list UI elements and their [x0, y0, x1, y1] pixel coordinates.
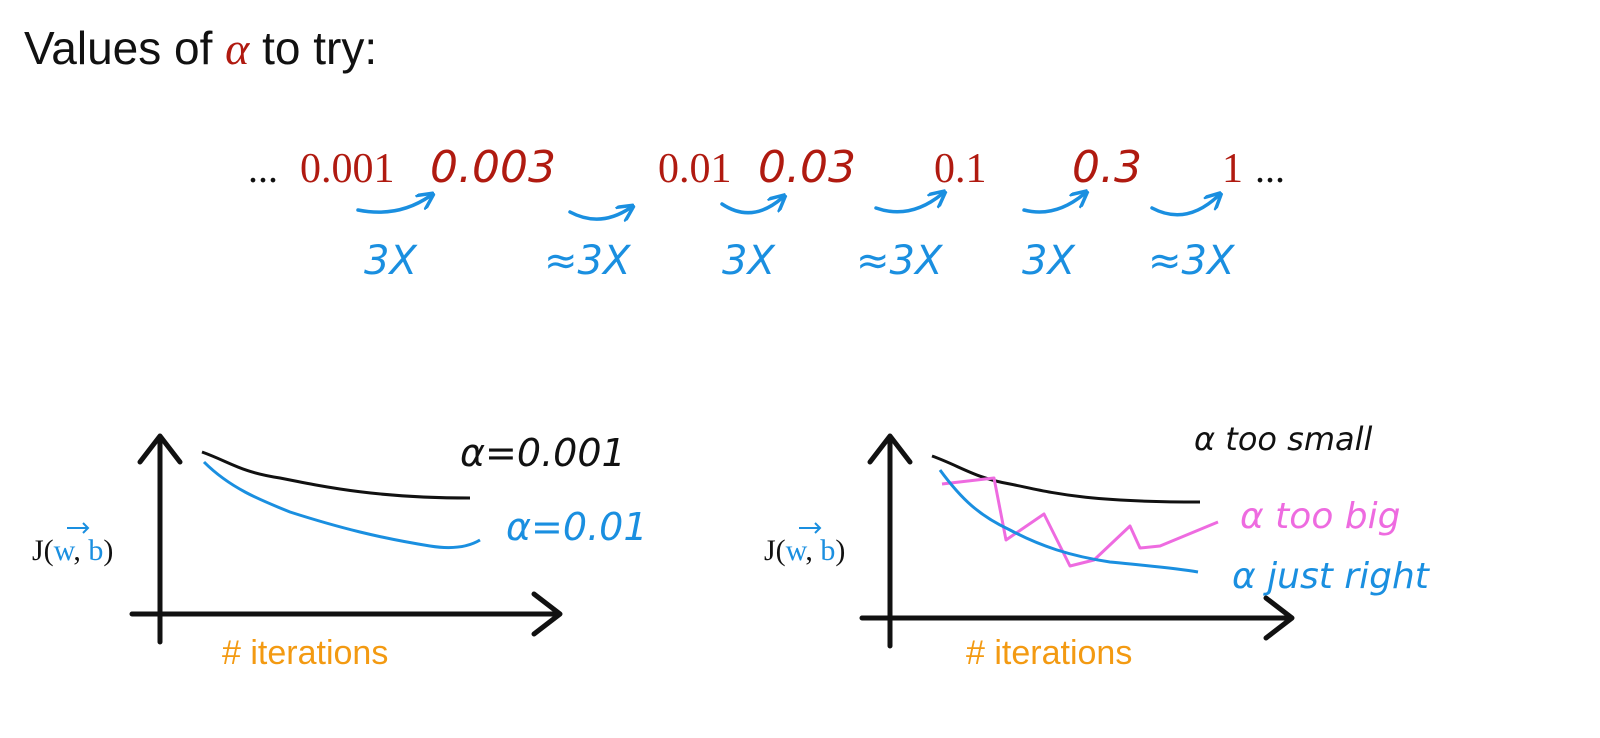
step-arrow-5: [1150, 196, 1218, 217]
alpha-value-3: 0.03: [758, 142, 856, 193]
alpha-value-5: 0.3: [1072, 142, 1142, 193]
step-arrow-0: [356, 196, 430, 214]
left-x-label: # iterations: [222, 634, 388, 672]
left-plot: J(w, b) # iterations α=0.001 α=0.01: [32, 431, 648, 672]
alpha-value-6: 1: [1222, 146, 1243, 192]
step-arrow-2: [720, 198, 782, 215]
right-x-axis: [859, 595, 1295, 641]
right-curve-too-small: [931, 454, 1201, 504]
multiplier-2: 3X: [722, 238, 776, 284]
left-vector-arrow-icon: [67, 522, 90, 534]
leading-ellipsis: ...: [248, 146, 278, 191]
right-curve-label-1: α too big: [1240, 496, 1401, 537]
multiplier-5: ≈3X: [1148, 238, 1236, 284]
right-curve-label-0: α too small: [1194, 420, 1372, 458]
title-suffix: to try:: [249, 22, 377, 74]
right-curve-just-right: [938, 469, 1199, 574]
left-curve-label-0: α=0.001: [460, 431, 626, 475]
left-y-label: J(w, b): [32, 534, 113, 567]
left-x-axis: [129, 591, 563, 637]
left-y-axis: [137, 433, 183, 645]
left-curve-small-alpha: [201, 450, 471, 500]
left-curve-label-1: α=0.01: [506, 505, 648, 549]
step-arrow-4: [1022, 194, 1084, 214]
title-prefix: Values of: [24, 22, 225, 74]
right-plot: J(w, b) # iterations α too small α too b…: [764, 420, 1431, 672]
step-arrow-3: [874, 194, 942, 214]
right-curve-too-big: [941, 476, 1219, 568]
multiplier-3: ≈3X: [856, 238, 944, 284]
multiplier-4: 3X: [1022, 238, 1076, 284]
right-vector-arrow-icon: [799, 522, 822, 534]
learning-rate-sequence: ... 0.001 0.003 0.01 0.03 0.1 0.3 1 ... …: [248, 142, 1285, 284]
multiplier-1: ≈3X: [544, 238, 632, 284]
alpha-value-1: 0.003: [430, 142, 556, 193]
right-y-label: J(w, b): [764, 534, 845, 567]
alpha-value-2: 0.01: [658, 146, 732, 192]
left-curve-medium-alpha: [202, 460, 481, 550]
alpha-value-0: 0.001: [300, 146, 395, 192]
slide-title: Values of α to try:: [24, 22, 377, 74]
right-y-axis: [867, 433, 913, 649]
multiplier-0: 3X: [364, 238, 418, 284]
alpha-value-4: 0.1: [934, 146, 987, 192]
alpha-symbol: α: [225, 23, 250, 74]
trailing-ellipsis: ...: [1255, 146, 1285, 191]
right-curve-label-2: α just right: [1232, 556, 1431, 597]
step-arrow-1: [568, 208, 630, 219]
right-x-label: # iterations: [966, 634, 1132, 672]
